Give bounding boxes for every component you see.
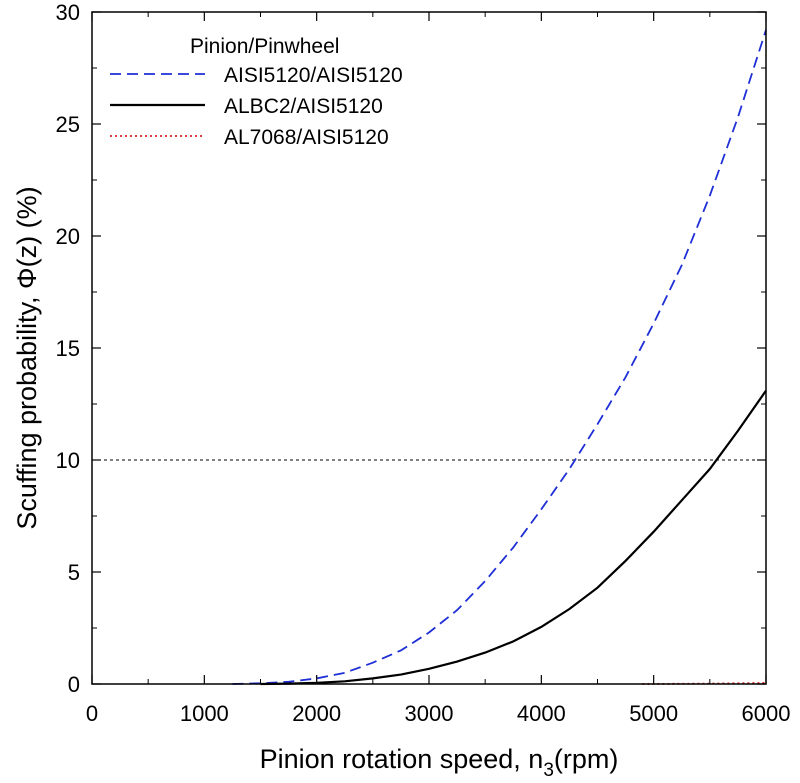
- y-tick-label: 30: [56, 0, 80, 25]
- legend: Pinion/Pinwheel AISI5120/AISI5120 ALBC2/A…: [110, 35, 403, 149]
- legend-label-3: AL7068/AISI5120: [224, 126, 389, 149]
- legend-title: Pinion/Pinwheel: [190, 35, 339, 58]
- x-tick-label: 4000: [517, 701, 566, 726]
- x-tick-label: 0: [86, 701, 98, 726]
- x-axis-title-main: Pinion rotation speed, n: [260, 744, 544, 774]
- legend-label-1: AISI5120/AISI5120: [224, 64, 403, 87]
- y-tick-label: 5: [68, 560, 80, 585]
- y-tick-label: 10: [56, 448, 80, 473]
- x-tick-label: 6000: [742, 701, 791, 726]
- x-tick-label: 3000: [405, 701, 454, 726]
- x-tick-label: 5000: [629, 701, 678, 726]
- x-axis-title: Pinion rotation speed, n3(rpm): [260, 744, 619, 781]
- x-axis-title-subscript: 3: [543, 760, 554, 781]
- x-tick-label: 1000: [180, 701, 229, 726]
- y-tick-label: 20: [56, 224, 80, 249]
- plot-marks: [92, 29, 767, 686]
- y-tick-label: 15: [56, 336, 80, 361]
- legend-label-2: ALBC2/AISI5120: [224, 95, 383, 118]
- x-tick-label: 2000: [292, 701, 341, 726]
- y-axis-title: Scuffing probability, Φ(z) (%): [12, 186, 42, 529]
- y-tick-label: 25: [56, 112, 80, 137]
- x-axis-title-unit: (rpm): [554, 744, 618, 774]
- axis-ticks: 0 1000 2000 3000 4000 5000 6000 0 5 10 15 20 25 30: [56, 0, 791, 726]
- series-line-2: [260, 389, 767, 686]
- series-line-1: [232, 29, 767, 685]
- y-tick-label: 0: [68, 672, 80, 697]
